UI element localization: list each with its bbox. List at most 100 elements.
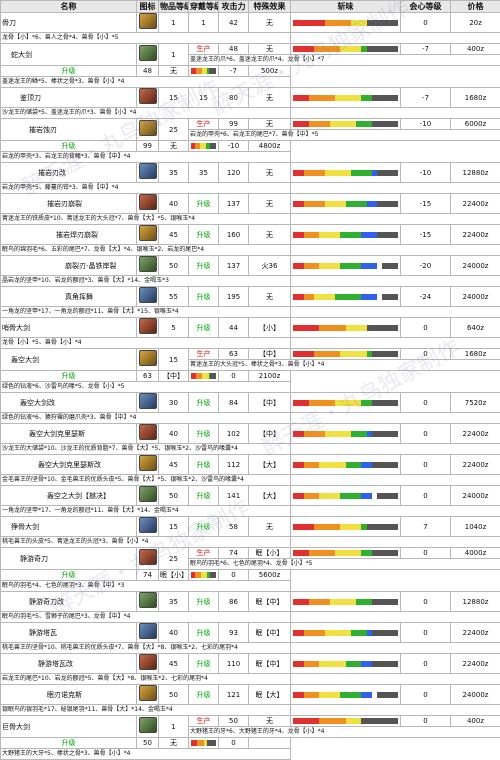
sharpness-segment-orange [304, 263, 320, 269]
wear-level: 升级 [189, 393, 219, 413]
sharpness-segment-red [293, 263, 304, 269]
weapon-name: 真角挥舞 [1, 287, 137, 307]
special-effect: 眠【小】 [159, 570, 189, 581]
special-effect: 眠【中】 [249, 654, 291, 674]
special-effect: 无 [249, 225, 291, 245]
sharpness-bar [293, 630, 398, 636]
materials: 大野猪王的大牙*5、棒状之骨*3、兽骨【小】*4 [1, 749, 291, 760]
sharpness-segment-orange [309, 599, 330, 605]
crit-level: 0 [401, 455, 451, 475]
sharpness-bar [293, 263, 398, 269]
sharpness-segment-white [377, 263, 382, 269]
wear-level: 生产 [189, 716, 219, 727]
sharpness-segment-green [340, 232, 361, 238]
weapon-name-text: 蛇大剑 [2, 50, 32, 60]
sharpness-segment-orange [304, 462, 320, 468]
wear-level: 升级 [1, 141, 137, 152]
sharpness-bar [293, 718, 398, 724]
materials: 绿色的钻液*6、猿狩裸的磨爪壳*3、兽骨【中】*4 [1, 413, 291, 424]
sharpness-segment-yellow [351, 20, 367, 26]
sharpness-segment-yellow [319, 661, 345, 667]
price: 1680z [451, 349, 500, 360]
item-level: 40 [159, 194, 189, 214]
materials: 一角龙的坚甲*17、一角龙的额冠*11、兽骨【大】*14、金喝玉*4 [1, 506, 291, 517]
materials: 眠鸟的羽毛*6、七色的尾羽*4、龙骨【小】*5 [189, 559, 500, 570]
sharpness-segment-yellow [340, 524, 361, 530]
special-effect: 无 [159, 66, 189, 77]
sharpness-segment-red [293, 201, 304, 207]
upgrade-tag: 升级 [62, 372, 76, 380]
crit-level: 0 [219, 371, 249, 382]
sharpness-segment-red [293, 121, 309, 127]
attack: 120 [219, 163, 249, 183]
special-effect: 无 [249, 287, 291, 307]
price: 22400z [451, 424, 500, 444]
crit-level: 0 [401, 548, 451, 559]
sharpness-segment-green [340, 692, 361, 698]
materials: 岩龙的甲壳*5、藤蔓的钳*3、兽骨【中】*4 [1, 183, 291, 194]
wear-level: 升级 [189, 685, 219, 705]
sharpness-segment-green [367, 351, 372, 357]
sharpness-segment-blue [361, 661, 372, 667]
sharpness-segment-yellow [319, 232, 340, 238]
roar-cris-kai-icon [139, 455, 157, 471]
weapon-name: 狰骨大剑 [1, 517, 137, 537]
attack: 42 [219, 13, 249, 33]
weapon-icon-cell [137, 349, 159, 371]
weapon-name: 摧岩蚀刃 [1, 119, 137, 141]
materials: 盖迷龙王的爪*6、盖迷龙王的爪*4、龙骨【小】*7 [189, 55, 500, 66]
material-row: 桃毛兽王的坚骨*10、桃毛兽王的优质头皮*7、兽骨【大】*8、银喉玉*2、七彩的… [1, 643, 500, 654]
sharpness-segment-red [293, 170, 304, 176]
col-icon: 图标 [137, 1, 159, 13]
sharpness-bar [293, 550, 398, 556]
produce-tag: 生产 [197, 350, 211, 358]
sharpness-segment-blue [361, 263, 377, 269]
weapon-icon-cell [137, 163, 159, 183]
weapon-icon-cell [137, 517, 159, 537]
material-row: 桃毛兽王的头皮*5、菁迷龙王的头冠*3、兽骨【小】*4 [1, 537, 500, 548]
material-row: 晶岩龙的坚甲*10、岩龙的额冠*3、兽骨【大】*14、金喝玉*3 [1, 276, 500, 287]
wear-level: 35 [189, 163, 219, 183]
sharpness-bar [191, 68, 216, 74]
sharpness-bar [293, 400, 398, 406]
material-row: 眠鸟的锦羽毛*6、五彩的尾巴*7、龙骨【大】*4、银喉玉*2、岩龙的尾巴*4 [1, 245, 500, 256]
material-row: 金毛兽王的坚骨*10、金毛兽王的优质头皮*5、兽骨【大】*5、银喉玉*2、沙雷鸟… [1, 475, 500, 486]
sharpness-segment-yellow [319, 493, 340, 499]
weapon-name-text: 轰空之大剑【撼决】 [2, 491, 110, 501]
attack: 63 [137, 371, 159, 382]
attack: 93 [219, 623, 249, 643]
materials: 眠鸟的羽毛*5、雪狮子的尾巴*3、龙骨【中】*4 [1, 612, 291, 623]
wear-level: 升级 [1, 570, 137, 581]
crystal-break-icon [139, 256, 157, 272]
sharpness-cell [291, 44, 401, 55]
sharpness-segment-red [293, 599, 309, 605]
sharpness-bar [293, 493, 398, 499]
wear-level: 升级 [189, 592, 219, 612]
crit-level: 0 [401, 393, 451, 413]
weapon-name: 摧岩焊刃崩裂 [1, 225, 137, 245]
materials: 眠鸟的锦羽毛*6、五彩的尾巴*7、龙骨【大】*4、银喉玉*2、岩龙的尾巴*4 [1, 245, 291, 256]
sharpness-segment-white [377, 294, 382, 300]
sharpness-segment-yellow [346, 718, 362, 724]
sharpness-segment-yellow [340, 351, 366, 357]
upgrade-tag: 升级 [197, 691, 211, 699]
sharpness-cell [291, 424, 401, 444]
wear-level-value: 15 [199, 94, 208, 102]
special-effect: 眠【大】 [249, 685, 291, 705]
material-row: 银眠鸟的银羽毛*17、秘银尾羽*11、兽骨【大】*14、金喝玉*4 [1, 705, 500, 716]
sharpness-segment-orange [319, 718, 345, 724]
sharpness-bar [293, 20, 398, 26]
materials: 沙龙王的储袋*5、盖迷龙王的爪*3、兽骨【小】*4 [1, 108, 291, 119]
